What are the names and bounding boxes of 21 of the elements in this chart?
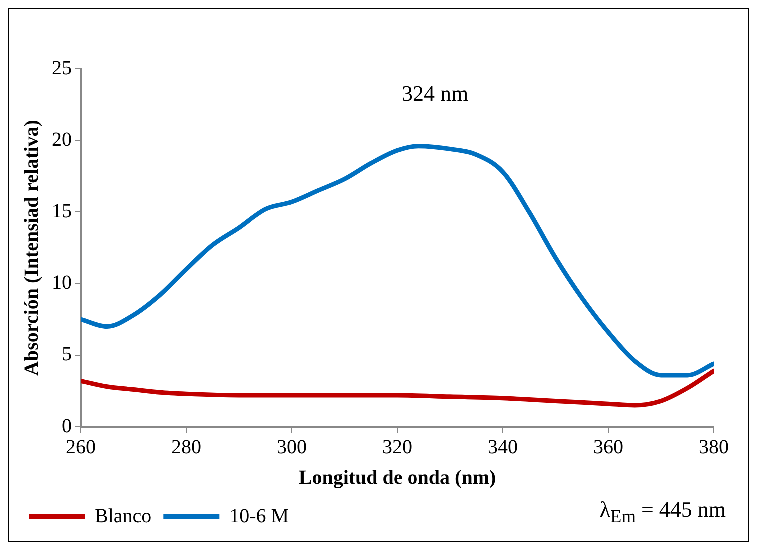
x-axis-title: Longitud de onda (nm) [298, 467, 496, 490]
y-tick-label: 10 [52, 272, 72, 294]
x-tick-label: 280 [172, 436, 202, 458]
x-tick-label: 340 [488, 436, 518, 458]
text: λ$_{Em}$ = 445 nm [600, 496, 726, 527]
legend-label: Blanco [95, 505, 152, 528]
y-tick-label: 15 [52, 200, 72, 222]
annotation: 324 nm [402, 81, 469, 107]
y-axis-title: Absorción (Intensiad relativa) [21, 120, 44, 376]
line-series [81, 368, 714, 408]
y-tick-label: 5 [62, 344, 72, 366]
line-series [81, 144, 714, 378]
x-tick-label: 320 [382, 436, 412, 458]
y-tick-label: 0 [62, 415, 72, 438]
y-tick-label: 20 [52, 128, 72, 151]
x-tick-label: 260 [66, 436, 96, 458]
x-tick-label: 360 [594, 436, 624, 458]
x-tick-label: 300 [277, 436, 307, 458]
x-tick-label: 380 [699, 436, 729, 458]
y-tick-label: 25 [52, 57, 72, 80]
legend-label: 10-6 M [230, 505, 290, 528]
